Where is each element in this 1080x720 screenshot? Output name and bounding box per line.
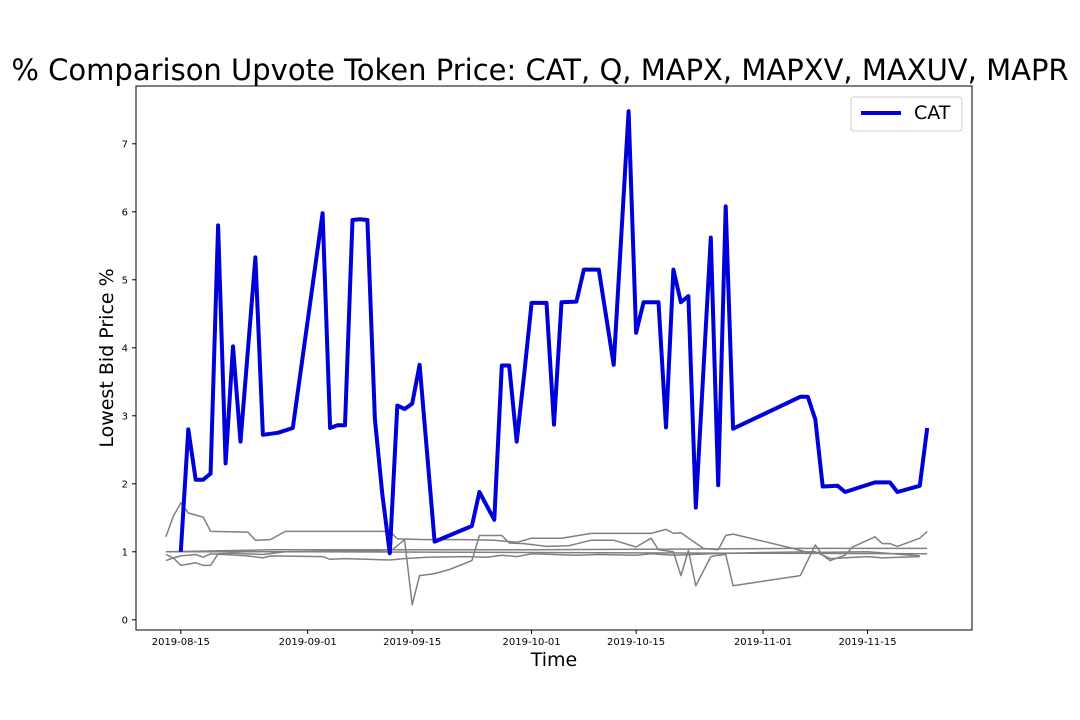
- y-axis: 0 1 2 3 4 5 6 7: [122, 139, 136, 626]
- legend-box: [850, 96, 963, 132]
- y-tick-label: 1: [122, 547, 128, 558]
- legend: CAT: [850, 96, 963, 132]
- series-line-3: [165, 530, 928, 606]
- y-tick-label: 5: [122, 275, 128, 286]
- x-tick-label: 2019-09-01: [279, 637, 337, 648]
- chart-title: % Comparison Upvote Token Price: CAT, Q,…: [11, 53, 1068, 87]
- x-tick-label: 2019-08-15: [152, 637, 210, 648]
- x-tick-label: 2019-09-15: [383, 637, 441, 648]
- y-tick-label: 7: [122, 139, 128, 150]
- plot-area: [135, 85, 973, 631]
- other-series-group: [165, 502, 928, 606]
- x-axis: 2019-08-15 2019-09-01 2019-09-15 2019-10-01…: [152, 630, 897, 648]
- series-line-4: [165, 547, 928, 553]
- series-line-5: [165, 551, 928, 555]
- y-tick-label: 0: [122, 615, 128, 626]
- highlight-series-group: [178, 109, 930, 556]
- series-line-cat: [178, 109, 930, 556]
- x-axis-label: Time: [530, 649, 578, 671]
- y-axis-label: Lowest Bid Price %: [96, 268, 118, 447]
- x-tick-label: 2019-11-01: [734, 637, 792, 648]
- plot-frame: [135, 85, 973, 631]
- series-line-1: [165, 502, 920, 557]
- y-tick-label: 3: [122, 411, 128, 422]
- x-tick-label: 2019-10-01: [503, 637, 561, 648]
- y-tick-label: 2: [122, 479, 128, 490]
- y-tick-label: 6: [122, 207, 128, 218]
- x-tick-label: 2019-10-15: [607, 637, 665, 648]
- x-tick-label: 2019-11-15: [838, 637, 896, 648]
- legend-label-cat: CAT: [914, 102, 951, 124]
- y-tick-label: 4: [122, 343, 128, 354]
